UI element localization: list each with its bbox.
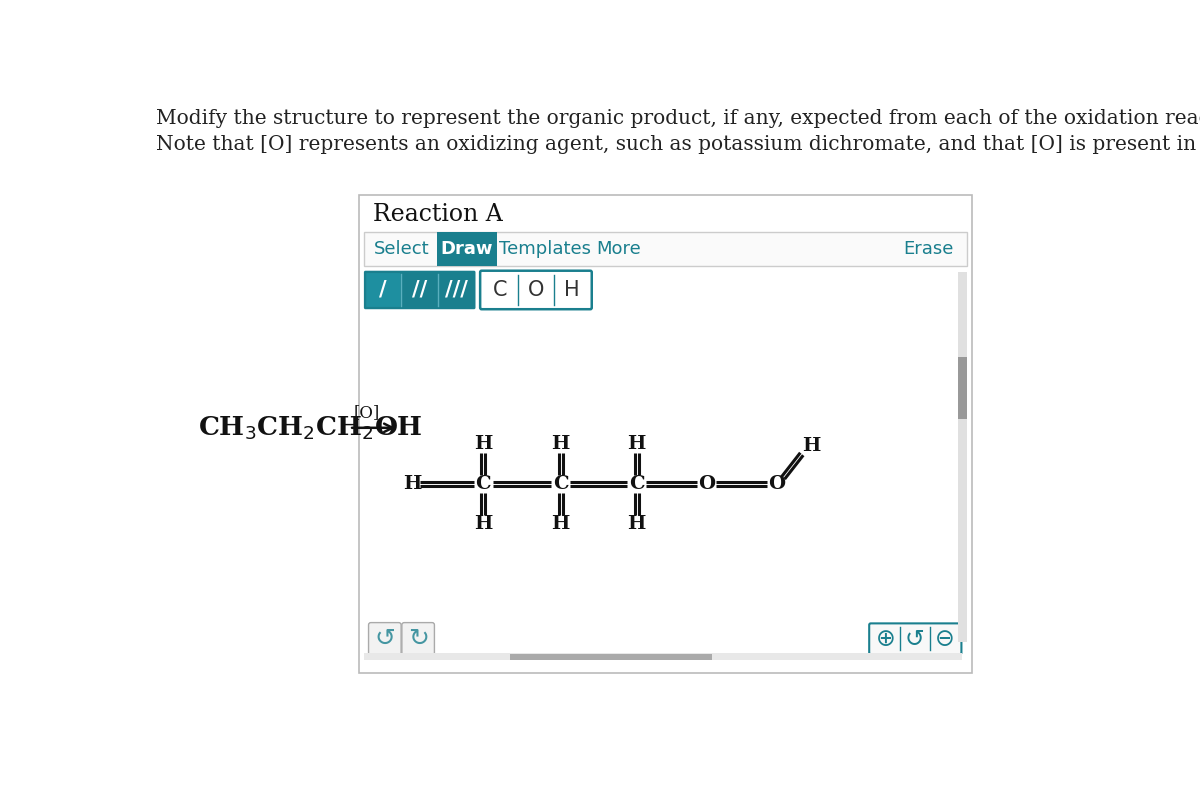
Text: H: H (628, 435, 646, 453)
Text: O: O (528, 280, 544, 300)
Text: ↻: ↻ (408, 626, 428, 651)
Text: C: C (629, 475, 644, 493)
FancyBboxPatch shape (366, 273, 401, 307)
Text: More: More (596, 240, 641, 259)
Text: O: O (698, 475, 715, 493)
Text: ///: /// (445, 280, 468, 300)
FancyBboxPatch shape (402, 623, 434, 655)
Text: H: H (474, 515, 492, 533)
Text: H: H (564, 280, 580, 300)
Text: Reaction A: Reaction A (373, 203, 503, 226)
Bar (437, 232, 497, 266)
Bar (364, 232, 967, 266)
Text: H: H (403, 475, 421, 493)
Bar (958, 357, 967, 419)
Text: C: C (493, 280, 508, 300)
Text: H: H (802, 436, 821, 454)
Bar (364, 653, 962, 661)
Bar (958, 272, 967, 642)
FancyBboxPatch shape (480, 270, 592, 309)
Text: Templates: Templates (499, 240, 592, 259)
FancyBboxPatch shape (368, 623, 401, 655)
Bar (510, 654, 712, 660)
Text: Select: Select (374, 240, 430, 259)
Text: H: H (628, 515, 646, 533)
Text: H: H (474, 435, 492, 453)
Text: //: // (412, 280, 427, 300)
Text: Draw: Draw (440, 240, 493, 259)
Text: [O]: [O] (354, 404, 380, 421)
Text: Erase: Erase (904, 240, 954, 259)
Text: ↺: ↺ (374, 626, 395, 651)
Text: /: / (379, 280, 388, 300)
Text: H: H (552, 515, 570, 533)
Text: H: H (552, 435, 570, 453)
FancyBboxPatch shape (359, 195, 972, 672)
Text: ⊖: ⊖ (935, 626, 955, 651)
Text: Modify the structure to represent the organic product, if any, expected from eac: Modify the structure to represent the or… (156, 109, 1200, 128)
Text: C: C (475, 475, 491, 493)
Text: C: C (553, 475, 569, 493)
Text: ⊕: ⊕ (876, 626, 895, 651)
Text: CH$_3$CH$_2$CH$_2$OH: CH$_3$CH$_2$CH$_2$OH (198, 414, 422, 442)
Text: Note that [O] represents an oxidizing agent, such as potassium dichromate, and t: Note that [O] represents an oxidizing ag… (156, 135, 1200, 154)
FancyBboxPatch shape (364, 270, 475, 309)
Text: ↺: ↺ (905, 626, 925, 651)
Text: O: O (768, 475, 785, 493)
FancyBboxPatch shape (869, 623, 961, 654)
